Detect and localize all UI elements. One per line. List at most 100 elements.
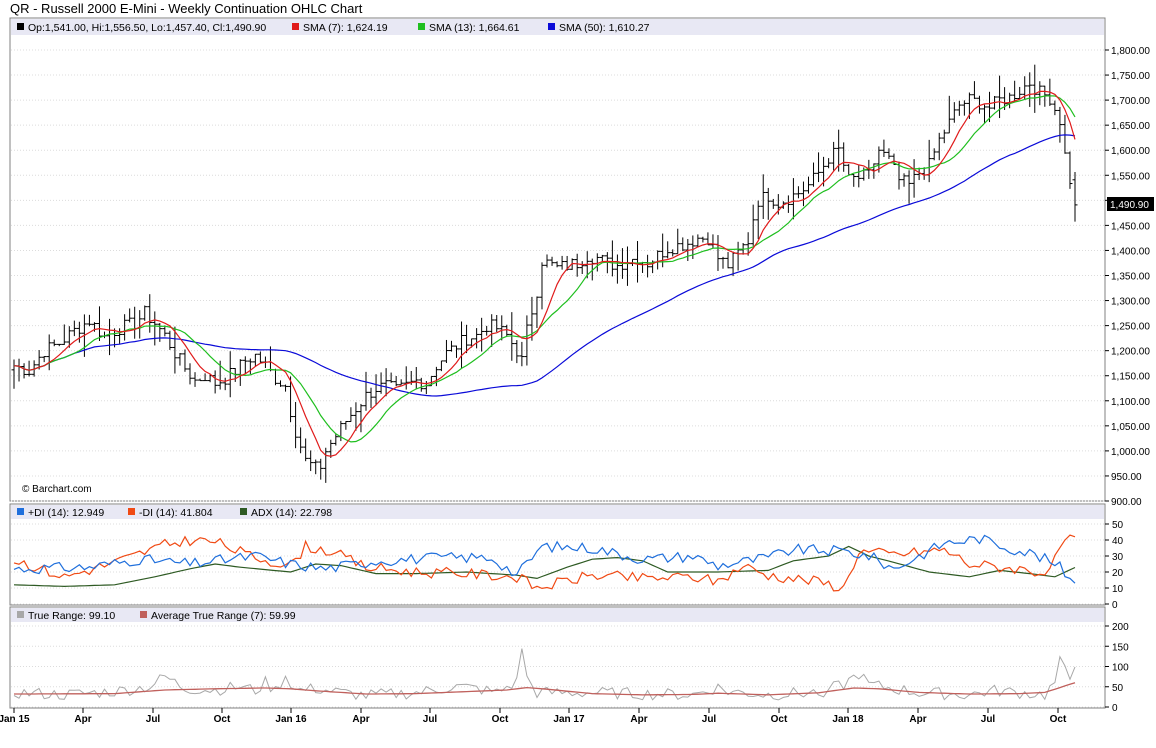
ohlc-bar bbox=[333, 433, 339, 446]
ohlc-bar bbox=[554, 261, 560, 268]
sma7-line bbox=[13, 90, 1076, 457]
ohlc-bar bbox=[705, 232, 711, 246]
ohlc-bar bbox=[971, 81, 977, 99]
x-tick-label: Jul bbox=[981, 714, 996, 725]
ohlc-bar bbox=[680, 237, 686, 252]
ohlc-bar bbox=[1052, 100, 1058, 116]
price-tick-label: 1,800.00 bbox=[1111, 46, 1150, 57]
ohlc-bar bbox=[831, 141, 837, 171]
ohlc-bar bbox=[901, 173, 907, 187]
ohlc-bar bbox=[323, 447, 329, 483]
ohlc-bar bbox=[348, 407, 354, 423]
ohlc-bar bbox=[56, 343, 62, 347]
tr-gridlines bbox=[11, 625, 1104, 708]
x-tick-label: Jul bbox=[702, 714, 717, 725]
ohlc-bar bbox=[997, 75, 1003, 119]
sma7-legend-text: SMA (7): 1,624.19 bbox=[303, 22, 388, 34]
ohlc-bar bbox=[86, 314, 92, 327]
price-legend-bar bbox=[11, 19, 1104, 35]
ohlc-bar bbox=[454, 345, 460, 358]
ohlc-bar bbox=[242, 356, 248, 374]
ohlc-bar bbox=[770, 198, 776, 209]
ohlc-bar bbox=[36, 350, 42, 370]
ohlc-bar bbox=[790, 178, 796, 220]
price-gridlines bbox=[11, 49, 1104, 502]
price-tick-label: 1,000.00 bbox=[1111, 447, 1150, 458]
tr-legend-bar bbox=[11, 608, 1104, 622]
ohlc-bar bbox=[71, 320, 77, 337]
ohlc-bar bbox=[931, 148, 937, 161]
ohlc-bar bbox=[514, 340, 520, 364]
ohlc-bar bbox=[981, 104, 987, 124]
ohlc-bar bbox=[474, 328, 480, 349]
ohlc-bar bbox=[303, 438, 309, 462]
price-tick-label: 1,150.00 bbox=[1111, 372, 1150, 383]
ohlc-bar bbox=[494, 314, 500, 332]
dmi-tick-label: 50 bbox=[1112, 520, 1124, 531]
ohlc-bar bbox=[499, 315, 505, 341]
price-tick-label: 1,050.00 bbox=[1111, 422, 1150, 433]
ohlc-bar bbox=[750, 204, 756, 246]
ohlc-bar bbox=[549, 256, 555, 266]
price-tick-label: 1,450.00 bbox=[1111, 221, 1150, 232]
ohlc-bar bbox=[328, 439, 334, 458]
price-tick-label: 1,200.00 bbox=[1111, 347, 1150, 358]
ohlc-bar bbox=[695, 234, 701, 248]
ohlc-bar bbox=[31, 360, 37, 377]
ohlc-bar bbox=[162, 325, 168, 337]
mdi-legend-swatch bbox=[128, 508, 135, 515]
ohlc-bar bbox=[881, 139, 887, 157]
x-tick-label: Oct bbox=[214, 714, 231, 725]
ohlc-bar bbox=[403, 366, 409, 390]
chart-title: QR - Russell 2000 E-Mini - Weekly Contin… bbox=[10, 1, 363, 16]
tr-tick-label: 200 bbox=[1112, 622, 1129, 633]
ohlc-bar bbox=[464, 324, 470, 354]
ohlc-bar bbox=[534, 296, 540, 329]
ohlc-bar bbox=[976, 95, 982, 114]
ohlc-bar bbox=[614, 254, 620, 284]
x-tick-label: Jan 16 bbox=[275, 714, 307, 725]
adx-line bbox=[13, 545, 1076, 588]
mdi-legend-text: -DI (14): 41.804 bbox=[139, 507, 213, 519]
ohlc-bar bbox=[539, 262, 545, 310]
ohlc-bar bbox=[504, 324, 510, 337]
tr-tick-label: 50 bbox=[1112, 683, 1124, 694]
barchart-watermark: © Barchart.com bbox=[22, 484, 92, 495]
ohlc-bar bbox=[886, 148, 892, 160]
tr-tick-label: 150 bbox=[1112, 642, 1129, 653]
ohlc-bar bbox=[876, 146, 882, 173]
ohlc-bar bbox=[318, 458, 324, 480]
sma50-legend-text: SMA (50): 1,610.27 bbox=[559, 22, 650, 34]
sma50-line bbox=[13, 134, 1076, 397]
price-tick-label: 1,300.00 bbox=[1111, 297, 1150, 308]
ohlc-bar bbox=[413, 366, 419, 390]
x-tick-label: Apr bbox=[909, 714, 926, 725]
ohlc-bar bbox=[26, 360, 32, 377]
ohlc-bar bbox=[599, 254, 605, 263]
dmi-tick-label: 10 bbox=[1112, 584, 1124, 595]
x-tick-label: Jan 15 bbox=[0, 714, 30, 725]
ohlc-bar bbox=[519, 341, 525, 367]
price-panel: 900.00 950.00 1,000.00 1,050.00 1,100.00 1,15… bbox=[9, 17, 1154, 508]
ohlc-bar bbox=[1037, 81, 1043, 106]
ohlc-legend-text: Op:1,541.00, Hi:1,556.50, Lo:1,457.40, C… bbox=[28, 22, 266, 34]
x-tick-label: Apr bbox=[74, 714, 91, 725]
ohlc-bar bbox=[1027, 72, 1033, 107]
ohlc-bar bbox=[911, 159, 917, 198]
adx-legend-text: ADX (14): 22.798 bbox=[251, 507, 332, 519]
ohlc-bar bbox=[1012, 80, 1018, 102]
ohlc-bar bbox=[579, 261, 585, 274]
price-tick-label: 1,700.00 bbox=[1111, 96, 1150, 107]
ohlc-bar bbox=[760, 174, 766, 219]
ohlc-bar bbox=[152, 311, 158, 346]
ohlc-bar bbox=[720, 256, 726, 269]
price-tick-label: 1,600.00 bbox=[1111, 146, 1150, 157]
sma13-line bbox=[13, 95, 1076, 443]
ohlc-bar bbox=[1017, 86, 1023, 99]
ohlc-bar bbox=[343, 421, 349, 430]
ohlc-bar bbox=[96, 306, 102, 342]
atr-legend-swatch bbox=[140, 611, 147, 618]
ohlc-bar bbox=[987, 91, 993, 123]
ohlc-bar bbox=[418, 377, 424, 392]
ohlc-bar bbox=[41, 356, 47, 363]
